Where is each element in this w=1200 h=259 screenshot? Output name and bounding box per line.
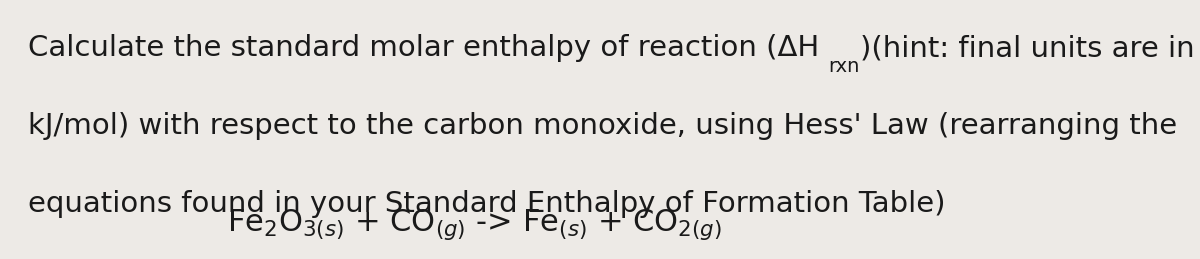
- Text: )(hint: final units are in: )(hint: final units are in: [860, 34, 1195, 62]
- Text: equations found in your Standard Enthalpy of Formation Table): equations found in your Standard Enthalp…: [28, 190, 946, 218]
- Text: rxn: rxn: [828, 57, 860, 76]
- Text: Calculate the standard molar enthalpy of reaction (ΔH: Calculate the standard molar enthalpy of…: [28, 34, 818, 62]
- Text: Fe$_2$O$_{3(s)}$ + CO$_{(g)}$ -> Fe$_{(s)}$ + CO$_{2(g)}$: Fe$_2$O$_{3(s)}$ + CO$_{(g)}$ -> Fe$_{(s…: [227, 207, 722, 242]
- Text: kJ/mol) with respect to the carbon monoxide, using Hess' Law (rearranging the: kJ/mol) with respect to the carbon monox…: [28, 112, 1177, 140]
